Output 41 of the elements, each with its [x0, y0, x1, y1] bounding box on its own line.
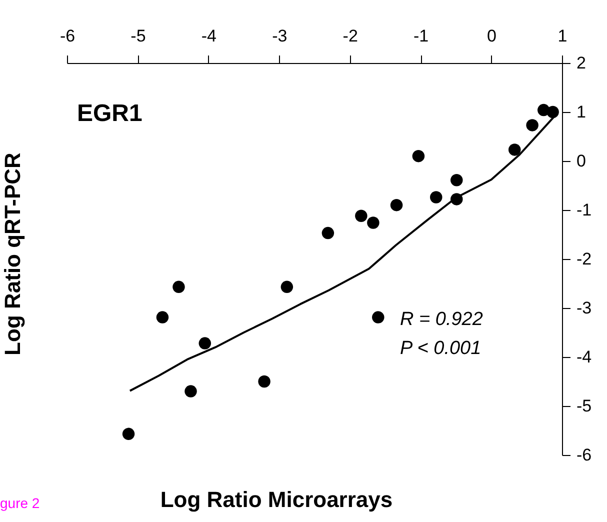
- point: [122, 428, 135, 440]
- y-tick-label: 2: [576, 54, 586, 72]
- x-axis-title: Log Ratio Microarrays: [160, 487, 393, 512]
- point: [546, 106, 559, 118]
- point: [372, 311, 384, 324]
- point: [156, 311, 169, 324]
- point: [184, 385, 197, 398]
- point: [412, 150, 425, 162]
- y-tick-label: -3: [576, 298, 592, 318]
- x-tick-label: -3: [272, 26, 288, 46]
- x-tick-label: 1: [558, 26, 568, 46]
- point: [430, 191, 442, 204]
- x-tick-label: -1: [414, 26, 429, 46]
- x-tick-label: -4: [201, 26, 216, 46]
- point: [508, 144, 521, 156]
- point: [367, 216, 380, 229]
- text: EGR1: [77, 100, 142, 127]
- y-tick-label: 1: [576, 102, 586, 122]
- y-tick-label: 0: [576, 152, 586, 170]
- annotation: R = 0.922: [400, 309, 484, 330]
- y-tick-label: -5: [576, 396, 592, 416]
- point: [355, 210, 368, 222]
- point: [322, 226, 334, 240]
- point: [526, 119, 538, 132]
- y-tick-label: -1: [576, 200, 592, 220]
- annotation: P < 0.001: [400, 338, 482, 359]
- x-tick-label: -5: [130, 26, 146, 46]
- point: [390, 198, 403, 212]
- y-tick-label: -2: [576, 250, 592, 268]
- y-tick-label: -6: [576, 446, 592, 464]
- point: [280, 280, 294, 294]
- y-axis-title: Log Ratio qRT-PCR: [0, 152, 25, 356]
- point: [172, 280, 185, 294]
- x-tick-label: 0: [487, 26, 497, 46]
- x-tick-label: -6: [60, 26, 76, 46]
- point: [450, 174, 463, 186]
- text: gure 2: [0, 495, 40, 511]
- point: [258, 375, 270, 388]
- x-tick-label: -2: [342, 26, 358, 46]
- y-tick-label: -4: [576, 348, 592, 366]
- point: [198, 337, 212, 350]
